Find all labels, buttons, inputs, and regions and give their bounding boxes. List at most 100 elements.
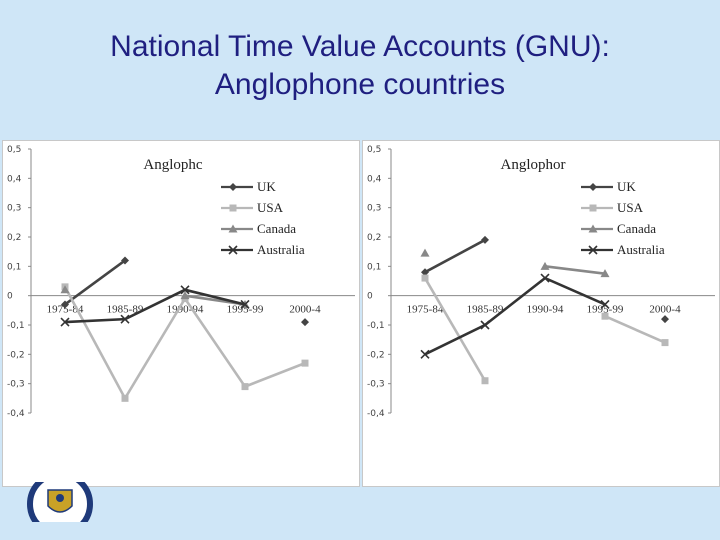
legend-entry-canada: Canada bbox=[581, 221, 656, 236]
x-category-label: 2000-4 bbox=[289, 304, 321, 316]
data-point-usa bbox=[301, 359, 309, 367]
series-line-uk bbox=[424, 238, 486, 274]
series-line-australia bbox=[64, 288, 246, 324]
legend-label: UK bbox=[257, 179, 276, 194]
y-tick-label: -0,2 bbox=[367, 350, 385, 360]
data-point-australia bbox=[540, 273, 550, 283]
data-point-usa bbox=[601, 312, 609, 320]
y-tick-label: -0,3 bbox=[7, 380, 25, 390]
data-point-australia bbox=[420, 349, 430, 359]
data-point-canada bbox=[600, 269, 610, 278]
chart-panel-left: 0,5 0,4 0,3 0,2 0,1 0 -0,1 -0,2 -0,3 -0,4 1975-84 1… bbox=[2, 140, 360, 487]
data-point-canada bbox=[60, 285, 70, 294]
slide-title-line-1: National Time Value Accounts (GNU): bbox=[110, 30, 610, 63]
x-category-label: 1985-89 bbox=[107, 304, 144, 316]
x-category-label: 2000-4 bbox=[649, 304, 681, 316]
data-point-australia bbox=[240, 299, 250, 310]
legend-marker bbox=[589, 183, 597, 191]
data-point-canada bbox=[540, 261, 550, 270]
y-tick-label: 0,1 bbox=[7, 262, 21, 272]
chart-panel-right: 0,5 0,4 0,3 0,2 0,1 0 -0,1 -0,2 -0,3 -0,4 1975-84 1… bbox=[362, 140, 720, 487]
data-point-uk bbox=[61, 300, 69, 309]
chart-title: Anglophc bbox=[143, 157, 203, 173]
y-tick-label: -0,1 bbox=[367, 321, 385, 331]
y-tick-label: 0,1 bbox=[367, 262, 381, 272]
series-uk bbox=[421, 235, 669, 324]
series-canada bbox=[420, 248, 610, 278]
data-point-australia bbox=[120, 314, 130, 324]
legend-label: Australia bbox=[617, 242, 665, 257]
y-tick-label: -0,4 bbox=[7, 409, 25, 419]
y-tick-label: 0,5 bbox=[367, 145, 381, 155]
series-usa bbox=[61, 283, 309, 402]
legend-label: USA bbox=[257, 200, 284, 215]
legend-label: Canada bbox=[617, 221, 656, 236]
legend-entry-uk: UK bbox=[581, 179, 636, 194]
university-crest-icon bbox=[27, 482, 93, 522]
y-tick-label: 0,5 bbox=[7, 145, 21, 155]
legend-entry-uk: UK bbox=[221, 179, 276, 194]
series-line-australia bbox=[424, 276, 606, 356]
series-line-canada bbox=[544, 265, 606, 275]
y-tick-label: 0,3 bbox=[367, 204, 381, 214]
data-point-australia bbox=[600, 299, 610, 310]
x-category-label: 1975-84 bbox=[407, 304, 444, 316]
data-point-australia bbox=[480, 320, 490, 330]
legend-marker bbox=[229, 204, 237, 212]
legend-entry-australia: Australia bbox=[581, 242, 665, 257]
y-tick-label: -0,4 bbox=[367, 409, 385, 419]
y-tick-label: 0 bbox=[7, 292, 13, 302]
data-point-usa bbox=[481, 377, 489, 385]
slide-title-line-2: Anglophone countries bbox=[214, 68, 506, 101]
legend-label: Australia bbox=[257, 242, 305, 257]
series-australia bbox=[420, 273, 610, 359]
data-point-usa bbox=[661, 339, 669, 347]
slide-title: National Time Value Accounts (GNU): Angl… bbox=[0, 28, 720, 104]
data-point-australia bbox=[60, 317, 70, 327]
data-point-canada bbox=[420, 248, 430, 257]
data-point-uk bbox=[301, 318, 309, 327]
legend-label: UK bbox=[617, 179, 636, 194]
legend-label: USA bbox=[617, 200, 644, 215]
x-category-label: 1990-94 bbox=[527, 304, 564, 316]
legend-marker bbox=[228, 224, 238, 233]
y-tick-label: 0,4 bbox=[367, 174, 382, 184]
data-point-canada bbox=[180, 291, 190, 300]
legend-entry-usa: USA bbox=[581, 200, 644, 215]
legend-marker bbox=[588, 245, 598, 255]
x-category-label: 1990-94 bbox=[167, 304, 204, 316]
data-point-uk bbox=[661, 315, 669, 324]
legend-marker bbox=[588, 224, 598, 233]
legend-marker bbox=[589, 204, 597, 212]
y-tick-label: 0,2 bbox=[367, 233, 381, 243]
data-point-usa bbox=[121, 394, 129, 402]
y-tick-label: -0,2 bbox=[7, 350, 25, 360]
x-category-label: 1995-99 bbox=[587, 304, 624, 316]
series-uk bbox=[61, 256, 309, 327]
data-point-usa bbox=[421, 274, 429, 282]
data-point-uk bbox=[121, 256, 129, 265]
y-tick-label: -0,3 bbox=[367, 380, 385, 390]
legend-entry-australia: Australia bbox=[221, 242, 305, 257]
y-tick-label: 0,2 bbox=[7, 233, 21, 243]
data-point-uk bbox=[481, 235, 489, 244]
x-category-label: 1995-99 bbox=[227, 304, 264, 316]
y-tick-label: 0,3 bbox=[7, 204, 21, 214]
legend-entry-canada: Canada bbox=[221, 221, 296, 236]
legend-marker bbox=[228, 245, 238, 255]
series-line-usa bbox=[604, 315, 666, 344]
series-line-uk bbox=[64, 259, 126, 306]
series-usa bbox=[421, 274, 669, 385]
data-point-uk bbox=[421, 268, 429, 277]
series-line-usa bbox=[423, 277, 487, 382]
chart-right-svg: 0,5 0,4 0,3 0,2 0,1 0 -0,1 -0,2 -0,3 -0,4 1975-84 1… bbox=[367, 145, 715, 419]
data-point-australia bbox=[180, 285, 190, 295]
legend-marker bbox=[229, 183, 237, 191]
y-tick-label: 0,4 bbox=[7, 174, 22, 184]
chart-title: Anglophor bbox=[501, 157, 566, 173]
series-australia bbox=[60, 285, 250, 327]
legend-label: Canada bbox=[257, 221, 296, 236]
y-tick-label: 0 bbox=[367, 292, 373, 302]
y-tick-label: -0,1 bbox=[7, 321, 25, 331]
